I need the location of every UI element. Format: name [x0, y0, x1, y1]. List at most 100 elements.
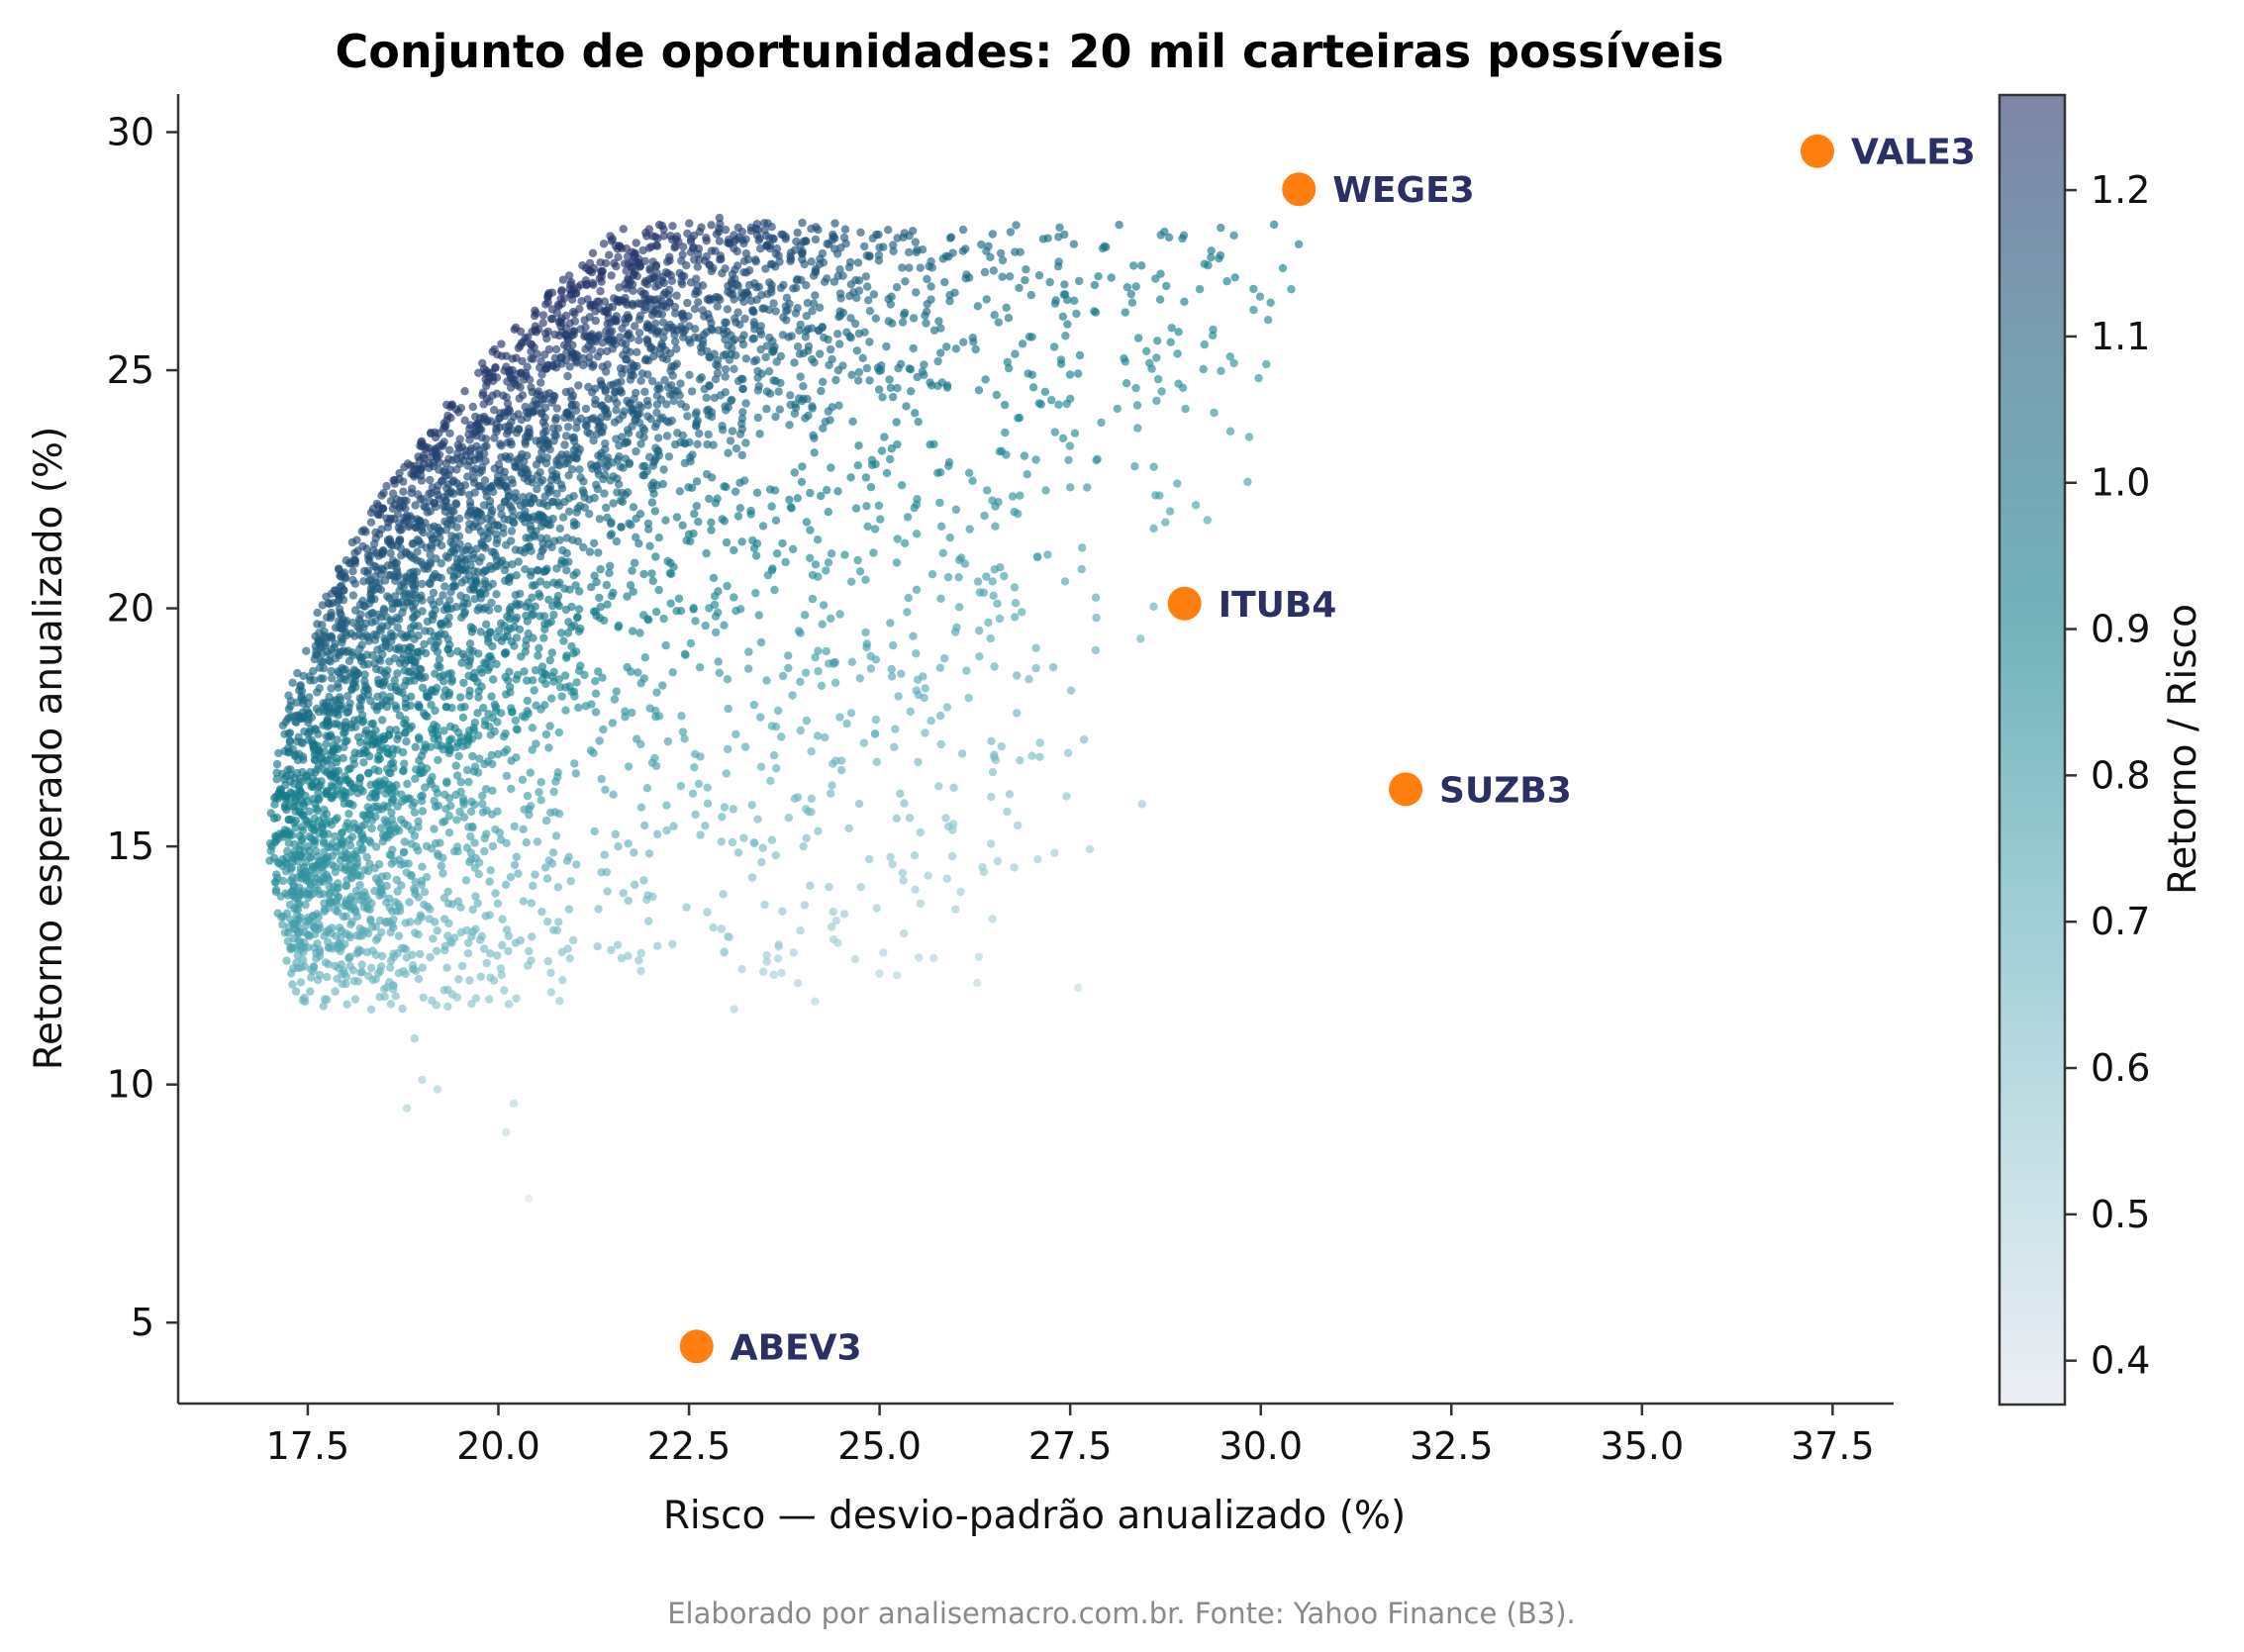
portfolio-point: [576, 473, 585, 482]
portfolio-point: [905, 814, 915, 823]
portfolio-point: [591, 677, 600, 686]
portfolio-point: [927, 295, 935, 304]
portfolio-point: [823, 485, 831, 495]
portfolio-point: [830, 219, 839, 228]
portfolio-point: [1255, 292, 1265, 301]
portfolio-point: [993, 599, 1002, 608]
portfolio-point: [642, 784, 652, 793]
portfolio-point: [1054, 257, 1063, 266]
portfolio-point: [375, 916, 385, 925]
portfolio-point: [865, 307, 875, 316]
portfolio-point: [707, 526, 716, 534]
portfolio-point: [905, 364, 914, 373]
portfolio-point: [621, 454, 631, 463]
portfolio-point: [937, 378, 946, 387]
portfolio-point: [544, 289, 553, 298]
portfolio-point: [949, 783, 958, 792]
portfolio-point: [821, 417, 830, 427]
portfolio-point: [475, 754, 484, 763]
portfolio-point: [1058, 434, 1068, 442]
portfolio-point: [601, 785, 610, 795]
portfolio-point: [954, 603, 964, 612]
portfolio-point: [512, 994, 521, 1003]
portfolio-point: [621, 259, 630, 268]
portfolio-point: [408, 950, 417, 959]
asset-marker-vale3: [1800, 134, 1834, 168]
portfolio-point: [350, 606, 360, 615]
portfolio-point: [382, 881, 391, 891]
portfolio-point: [962, 270, 971, 279]
portfolio-point: [935, 663, 945, 672]
portfolio-point: [1207, 246, 1216, 255]
portfolio-point: [1137, 261, 1146, 270]
portfolio-point: [298, 823, 307, 831]
portfolio-point: [496, 964, 506, 973]
portfolio-point: [872, 230, 881, 240]
portfolio-point: [705, 381, 714, 390]
portfolio-point: [721, 318, 730, 327]
portfolio-point: [732, 729, 740, 739]
portfolio-point: [497, 340, 506, 348]
portfolio-point: [957, 749, 967, 758]
portfolio-point: [647, 498, 657, 507]
portfolio-point: [651, 282, 660, 291]
portfolio-point: [806, 881, 815, 890]
portfolio-point: [447, 532, 456, 540]
portfolio-point: [804, 411, 813, 421]
portfolio-point: [698, 306, 707, 315]
portfolio-point: [371, 528, 380, 537]
portfolio-point: [762, 404, 771, 414]
portfolio-point: [958, 225, 968, 235]
portfolio-point: [609, 588, 618, 597]
asset-label-suzb3: SUZB3: [1439, 770, 1572, 811]
portfolio-point: [647, 569, 656, 578]
portfolio-point: [644, 452, 654, 461]
portfolio-point: [1113, 404, 1122, 414]
portfolio-point: [414, 632, 423, 640]
portfolio-point: [980, 267, 990, 277]
portfolio-point: [434, 755, 442, 765]
portfolio-point: [1066, 483, 1075, 492]
portfolio-point: [314, 788, 323, 798]
portfolio-point: [1207, 253, 1216, 262]
portfolio-point: [507, 475, 516, 484]
portfolio-point: [443, 411, 452, 421]
portfolio-point: [1278, 263, 1288, 273]
portfolio-point: [994, 318, 1003, 327]
portfolio-point: [285, 736, 295, 745]
portfolio-point: [722, 769, 731, 778]
portfolio-point: [802, 312, 811, 321]
portfolio-point: [1010, 507, 1019, 517]
portfolio-point: [394, 931, 404, 940]
portfolio-point: [1151, 491, 1160, 500]
portfolio-point: [343, 765, 352, 774]
portfolio-point: [828, 354, 836, 364]
portfolio-point: [547, 648, 556, 657]
portfolio-point: [892, 558, 902, 567]
portfolio-point: [833, 487, 842, 496]
portfolio-point: [513, 670, 523, 680]
portfolio-point: [553, 591, 563, 601]
portfolio-point: [571, 769, 580, 778]
portfolio-point: [624, 839, 633, 848]
portfolio-point: [1031, 663, 1040, 673]
colorbar-tick-label: 0.7: [2091, 900, 2150, 943]
portfolio-point: [490, 406, 499, 415]
portfolio-point: [1287, 285, 1296, 294]
portfolio-point: [758, 522, 768, 531]
portfolio-point: [758, 843, 767, 852]
colorbar-tick-label: 1.0: [2091, 461, 2150, 505]
portfolio-point: [360, 670, 369, 679]
asset-marker-suzb3: [1389, 772, 1423, 807]
portfolio-point: [544, 856, 553, 865]
portfolio-point: [1026, 290, 1036, 300]
portfolio-point: [393, 887, 402, 896]
portfolio-point: [655, 349, 664, 358]
portfolio-point: [497, 452, 506, 462]
portfolio-point: [986, 633, 995, 643]
portfolio-point: [562, 566, 571, 575]
portfolio-point: [420, 639, 429, 648]
portfolio-point: [786, 248, 796, 257]
portfolio-point: [1027, 751, 1036, 760]
portfolio-point: [643, 891, 652, 900]
